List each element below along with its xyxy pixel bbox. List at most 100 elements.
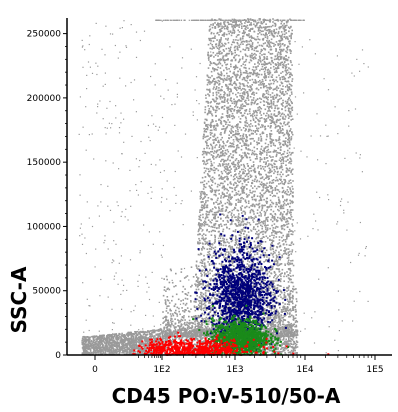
grey-event <box>271 254 274 256</box>
grey-event <box>225 216 227 219</box>
grey-event <box>274 170 276 173</box>
grey-event <box>277 139 280 141</box>
grey-event <box>280 113 283 116</box>
grey-event <box>262 80 264 83</box>
grey-event <box>234 82 237 85</box>
grey-event <box>228 32 230 35</box>
grey-event <box>289 199 291 202</box>
grey-event <box>275 165 278 168</box>
grey-event <box>208 290 210 292</box>
grey-event <box>284 44 286 46</box>
grey-event <box>244 116 247 118</box>
grey-event <box>217 183 219 186</box>
grey-event <box>252 119 255 121</box>
grey-event <box>218 174 220 177</box>
grey-event <box>271 224 273 227</box>
grey-event <box>271 74 274 76</box>
grey-event <box>219 98 222 100</box>
grey-event <box>223 95 225 98</box>
grey-event <box>213 133 216 136</box>
grey-event <box>214 222 217 225</box>
grey-event <box>272 21 274 23</box>
grey-event <box>197 316 199 319</box>
grey-event <box>236 110 238 112</box>
grey-event <box>282 132 284 134</box>
grey-event <box>222 230 224 233</box>
grey-event <box>222 220 224 222</box>
grey-event <box>270 268 273 271</box>
grey-event <box>274 150 276 153</box>
grey-event <box>205 300 207 303</box>
grey-event <box>292 192 294 194</box>
grey-event <box>261 59 264 62</box>
grey-event <box>287 202 289 205</box>
grey-event <box>227 89 229 91</box>
grey-event <box>221 163 224 165</box>
grey-event <box>201 153 204 156</box>
grey-event <box>206 147 208 149</box>
grey-event <box>266 44 269 47</box>
grey-event <box>250 19 252 21</box>
grey-event <box>234 133 237 136</box>
grey-event <box>202 204 204 207</box>
grey-event <box>220 78 222 80</box>
grey-event <box>209 143 212 146</box>
grey-event <box>220 195 222 197</box>
grey-event <box>214 169 216 172</box>
grey-event <box>281 33 284 36</box>
grey-event <box>264 226 267 228</box>
grey-event <box>265 218 267 221</box>
grey-event <box>193 328 195 331</box>
grey-event <box>259 153 261 155</box>
grey-event <box>275 273 277 276</box>
grey-event <box>284 106 286 109</box>
grey-event <box>286 132 288 135</box>
grey-event <box>235 138 238 141</box>
grey-event <box>269 137 272 140</box>
grey-event <box>261 184 263 186</box>
grey-event <box>255 73 257 75</box>
grey-event <box>286 159 289 161</box>
grey-event <box>226 248 228 251</box>
grey-event <box>264 260 267 262</box>
grey-event <box>251 52 253 55</box>
grey-event <box>232 142 234 145</box>
grey-event <box>220 71 222 73</box>
grey-event <box>258 106 261 108</box>
grey-event <box>289 308 292 310</box>
grey-event <box>223 69 225 72</box>
grey-event <box>264 142 267 145</box>
grey-event <box>282 173 284 176</box>
grey-event <box>280 164 283 167</box>
grey-event <box>216 59 219 61</box>
grey-event <box>207 105 210 107</box>
grey-event <box>260 26 263 29</box>
grey-event <box>257 229 260 232</box>
grey-event <box>230 254 232 257</box>
grey-event <box>269 48 272 51</box>
grey-event <box>275 64 277 66</box>
grey-event <box>216 82 219 84</box>
grey-event <box>275 70 278 72</box>
grey-event <box>273 223 276 225</box>
grey-event <box>220 262 223 265</box>
grey-event <box>280 22 282 25</box>
grey-event <box>289 68 292 71</box>
grey-event <box>273 168 276 171</box>
grey-event <box>221 210 224 212</box>
grey-event <box>237 167 240 169</box>
grey-event <box>204 136 206 138</box>
grey-event <box>220 178 223 180</box>
grey-event <box>269 110 271 112</box>
grey-event <box>257 118 259 121</box>
grey-event <box>213 47 215 49</box>
grey-event <box>252 99 255 101</box>
grey-event <box>261 312 264 314</box>
grey-event <box>228 242 230 244</box>
grey-event <box>278 119 280 122</box>
grey-event <box>195 264 198 267</box>
grey-event <box>249 29 251 31</box>
grey-event <box>265 85 268 87</box>
grey-event <box>230 248 233 251</box>
grey-event <box>271 42 274 44</box>
